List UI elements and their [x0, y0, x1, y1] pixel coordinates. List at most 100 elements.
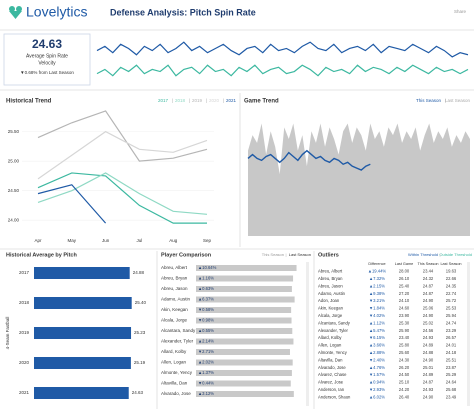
cell: 24.50 — [399, 372, 410, 377]
panel-title: Outliers — [318, 252, 339, 258]
scrollbar[interactable] — [467, 262, 470, 406]
bar — [196, 286, 292, 292]
change-label: ▼0.98% — [198, 318, 214, 323]
cell: 25.51 — [446, 357, 457, 362]
cell: 25.94 — [446, 313, 457, 318]
legend-item[interactable]: 2021 — [226, 98, 237, 103]
cell: 24.35 — [446, 283, 457, 288]
legend-separator: | — [206, 98, 207, 103]
cell: 24.01 — [446, 343, 457, 348]
change-label: ▲1.16% — [198, 276, 214, 281]
category-label: 2021 — [19, 390, 30, 395]
cell: 24.90 — [423, 394, 434, 399]
legend-separator: | — [189, 98, 190, 103]
panel-title: Historical Trend — [6, 99, 52, 105]
bar — [196, 391, 294, 397]
kpi-label: Average Spin Rate — [26, 53, 68, 59]
player-name: Alcala, Jorge — [161, 318, 188, 323]
cell: 23.90 — [399, 313, 410, 318]
share-button[interactable]: Share — [454, 9, 467, 14]
bar — [34, 327, 132, 339]
row-name: Akin, Keegan — [318, 306, 344, 311]
cell: ▼1.57% — [369, 372, 385, 377]
area — [248, 123, 470, 236]
cell: ▼4.02% — [369, 313, 385, 318]
legend-item[interactable]: Last Season — [289, 252, 311, 257]
cell: 24.89 — [423, 372, 434, 377]
bar — [196, 338, 294, 345]
row-name: Alexander, Tyler — [318, 328, 349, 333]
cell: 24.93 — [423, 335, 434, 340]
cell: 25.60 — [399, 350, 410, 355]
row-name: Alvarez, Chase — [318, 372, 347, 377]
cell: ▲2.88% — [369, 350, 385, 355]
cell: 24.88 — [423, 350, 434, 355]
line — [247, 149, 371, 171]
cell: 25.68 — [446, 387, 457, 392]
dashboard-title: Defense Analysis: Pitch Spin Rate — [110, 7, 256, 17]
player-name: Alvarado, Jose — [161, 391, 191, 396]
legend-item[interactable]: Last Season — [445, 98, 471, 103]
x-tick-label: Apr — [34, 238, 42, 243]
x-tick-label: Sep — [203, 238, 212, 243]
category-label: 2020 — [19, 360, 30, 365]
row-name: Abreu, Bryan — [318, 276, 343, 281]
cell: 23.87 — [446, 365, 457, 370]
player-name: Allard, Kolby — [161, 349, 187, 354]
cell: 24.56 — [423, 328, 434, 333]
line — [37, 184, 107, 224]
row-name: Alvarez, Jose — [318, 380, 344, 385]
bar — [196, 380, 291, 387]
cell: ▲5.47% — [369, 328, 385, 333]
y-tick-label: 25.00 — [8, 158, 20, 163]
y-tick-label: 24.00 — [8, 217, 20, 222]
legend-item[interactable]: This Season — [416, 98, 442, 103]
legend-item[interactable]: 2018 — [175, 98, 186, 103]
bar — [34, 357, 131, 369]
y-tick-label: 24.50 — [8, 188, 20, 193]
line — [37, 172, 208, 215]
change-label: ▲2.14% — [198, 339, 214, 344]
legend-item[interactable]: 2017 — [158, 98, 169, 103]
legend-item[interactable]: 2019 — [192, 98, 203, 103]
cell: 24.90 — [423, 357, 434, 362]
panel-title: Game Trend — [244, 99, 279, 105]
change-label: ▲6.37% — [198, 297, 214, 302]
legend-item[interactable]: 2020 — [209, 98, 220, 103]
bar — [196, 370, 292, 376]
cell: 24.90 — [423, 298, 434, 303]
change-label: ▲0.63% — [198, 286, 214, 291]
row-name: Allard, Kolby — [318, 335, 342, 340]
cell: ▲19.44% — [368, 269, 387, 274]
kpi-change: ▼0.68% from Last Season — [20, 70, 74, 75]
cell: 22.66 — [446, 276, 457, 281]
row-name: Anderson, Shaun — [318, 394, 351, 399]
legend-item[interactable]: Outside Threshold — [439, 252, 472, 257]
cell: ▼1.84% — [369, 306, 385, 311]
line — [96, 41, 469, 58]
cell: 24.30 — [399, 357, 410, 362]
legend-item[interactable]: Within Threshold — [408, 252, 438, 257]
cell: ▼2.93% — [369, 387, 385, 392]
cell: ▲4.76% — [369, 365, 385, 370]
line — [37, 172, 207, 224]
cell: 25.10 — [399, 380, 410, 385]
cell: 23.40 — [399, 335, 410, 340]
cell: 26.40 — [399, 394, 410, 399]
cell: 24.90 — [423, 313, 434, 318]
cell: ▲6.02% — [369, 394, 385, 399]
scrollbar[interactable] — [306, 262, 309, 406]
row-name: Allen, Logan — [318, 343, 342, 348]
row-name: Adon, Joan — [318, 298, 340, 303]
bar — [196, 349, 290, 355]
player-name: Akin, Keegan — [161, 307, 188, 312]
cell: 24.60 — [399, 306, 410, 311]
change-label: ▲0.55% — [198, 328, 214, 333]
line — [37, 130, 208, 180]
category-label: 2018 — [19, 300, 30, 305]
legend-item[interactable]: This Season — [262, 252, 284, 257]
cell: ▲0.94% — [369, 380, 385, 385]
row-name: Adamo, Austin — [318, 291, 346, 296]
